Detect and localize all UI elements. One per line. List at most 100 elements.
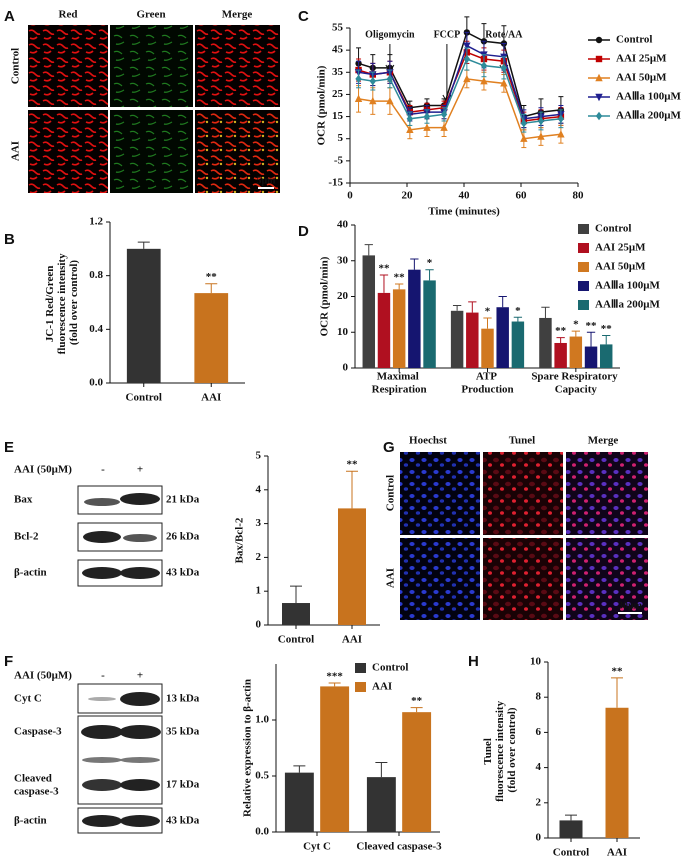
y-tick-label: 2 bbox=[256, 551, 262, 563]
error-bar bbox=[395, 283, 404, 290]
error-bar bbox=[346, 470, 358, 509]
image bbox=[28, 25, 108, 107]
y-axis-label: OCR (pmol/min) bbox=[319, 256, 331, 336]
band bbox=[120, 493, 160, 505]
panel-g-images bbox=[400, 452, 648, 620]
x-tick-label: Maximal Respiration bbox=[372, 370, 427, 395]
bar bbox=[282, 603, 310, 625]
marker bbox=[595, 93, 603, 102]
error-bar bbox=[556, 337, 565, 343]
marker bbox=[557, 130, 565, 138]
significance-label: ** bbox=[378, 263, 390, 275]
annotation-label: FCCP bbox=[434, 29, 461, 40]
bar bbox=[511, 321, 525, 368]
y-tick-label: 0.5 bbox=[255, 770, 269, 782]
legend-swatch bbox=[578, 281, 589, 291]
band bbox=[82, 567, 122, 579]
y-tick-label: 0.0 bbox=[89, 377, 103, 389]
bar bbox=[466, 312, 479, 368]
significance-label: ** bbox=[555, 325, 567, 337]
y-tick-label: 25 bbox=[332, 88, 344, 100]
bar bbox=[338, 508, 366, 625]
marker bbox=[440, 110, 448, 119]
y-axis-label: OCR (pmol/min) bbox=[316, 65, 328, 145]
scale-bar-label: 5μm bbox=[257, 175, 277, 186]
marker bbox=[355, 74, 362, 84]
marker bbox=[406, 125, 414, 134]
y-tick-label: 20 bbox=[337, 290, 349, 302]
series-line bbox=[358, 44, 561, 120]
row-label: AAI bbox=[385, 568, 397, 588]
error-bar bbox=[410, 707, 423, 713]
y-tick-label: 0.4 bbox=[89, 323, 103, 335]
error-bar bbox=[602, 334, 611, 345]
y-tick-label: 15 bbox=[332, 110, 344, 122]
marker bbox=[423, 123, 431, 131]
image bbox=[566, 538, 648, 620]
marker bbox=[500, 79, 508, 87]
legend-swatch bbox=[578, 300, 589, 310]
error-bar bbox=[293, 765, 306, 773]
x-tick-label: Spare Respiratory Capacity bbox=[531, 370, 620, 395]
significance-label: * bbox=[573, 319, 579, 331]
band-label: Cleaved caspase-3 bbox=[14, 772, 59, 797]
y-tick-label: 0.0 bbox=[255, 826, 269, 838]
significance-label: ** bbox=[601, 323, 613, 335]
x-tick-label: AAI bbox=[201, 392, 221, 404]
panel-label: E bbox=[4, 439, 14, 456]
band bbox=[120, 567, 160, 579]
legend-swatch bbox=[578, 243, 589, 253]
marker bbox=[537, 132, 545, 140]
y-tick-label: 40 bbox=[337, 219, 349, 231]
legend-label: AAⅢa 200μM bbox=[595, 299, 660, 311]
bar bbox=[481, 328, 494, 368]
annotation-label: Oligomycin bbox=[365, 29, 415, 40]
legend-swatch bbox=[355, 682, 366, 692]
text-line: Spare Respiratory bbox=[531, 370, 620, 382]
y-tick-label: 30 bbox=[337, 254, 349, 266]
band-size: 43 kDa bbox=[166, 567, 200, 579]
x-tick-label: 0 bbox=[347, 190, 353, 202]
x-tick-label: Control bbox=[126, 392, 162, 404]
y-tick-label: 0 bbox=[256, 619, 262, 631]
y-tick-label: 4 bbox=[536, 761, 542, 773]
y-tick-label: 0.8 bbox=[89, 269, 103, 281]
blot-f bbox=[77, 683, 163, 834]
error-bar bbox=[498, 296, 507, 308]
error-bar bbox=[425, 269, 434, 281]
bar bbox=[377, 292, 391, 368]
text-line: fluorescence intensity bbox=[494, 698, 506, 802]
panel-label: H bbox=[468, 653, 479, 670]
marker bbox=[595, 55, 603, 63]
panel-a-images bbox=[28, 25, 280, 193]
text-line: Cleaved bbox=[14, 772, 55, 784]
bar bbox=[126, 248, 161, 383]
y-tick-label: 4 bbox=[256, 483, 262, 495]
significance-label: * bbox=[427, 257, 433, 269]
image bbox=[110, 25, 193, 107]
band bbox=[88, 697, 116, 701]
legend-swatch bbox=[578, 262, 589, 272]
bar bbox=[605, 707, 629, 838]
marker bbox=[537, 116, 545, 126]
error-bar bbox=[364, 244, 373, 256]
band bbox=[82, 757, 122, 763]
significance-label: ** bbox=[411, 695, 423, 707]
bar bbox=[559, 820, 583, 838]
x-tick-label: 60 bbox=[516, 190, 528, 202]
legend-label: AAⅢa 100μM bbox=[595, 280, 660, 292]
marker bbox=[480, 61, 488, 70]
y-axis-label: Relative expression to β-actin bbox=[242, 679, 254, 817]
x-tick-label: ATP Production bbox=[461, 370, 513, 395]
marker bbox=[500, 63, 508, 73]
scale-bar-label: 30μm bbox=[618, 600, 643, 611]
treatment-label: AAI (50μM) bbox=[14, 464, 72, 476]
blot-e bbox=[77, 485, 163, 587]
error-bar bbox=[586, 331, 596, 347]
band bbox=[120, 692, 160, 706]
bar bbox=[402, 712, 432, 832]
marker bbox=[369, 96, 377, 105]
legend-swatch bbox=[578, 224, 589, 234]
bar bbox=[362, 255, 376, 368]
legend-label: Control bbox=[595, 223, 631, 235]
